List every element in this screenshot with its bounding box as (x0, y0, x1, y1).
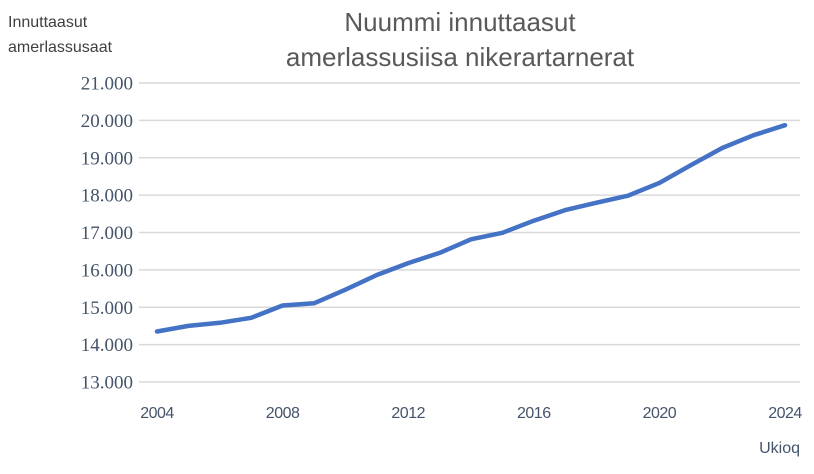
x-axis-title: Ukioq (759, 440, 800, 457)
x-tick-label: 2004 (140, 405, 174, 422)
population-line (154, 122, 788, 334)
y-tick-label: 16.000 (81, 260, 133, 281)
x-tick-label: 2024 (768, 405, 802, 422)
y-tick-label: 20.000 (81, 111, 133, 132)
x-tick-label: 2020 (643, 405, 677, 422)
y-tick-label: 19.000 (81, 148, 133, 169)
x-tick-label: 2016 (517, 405, 551, 422)
y-tick-label: 18.000 (81, 186, 133, 207)
y-axis-title: Innuttaasut amerlassusaat (8, 10, 112, 60)
chart-title: Nuummi innuttaasut amerlassusiisa nikerar… (106, 5, 814, 75)
x-tick-label: 2012 (391, 405, 425, 422)
y-axis-title-line2: amerlassusaat (8, 39, 113, 56)
y-tick-label: 13.000 (81, 373, 133, 394)
y-axis-title-line1: Innuttaasut (8, 14, 88, 31)
chart-title-line2: amerlassusiisa nikerartarnerat (285, 42, 635, 72)
y-tick-label: 15.000 (81, 298, 133, 319)
y-tick-label: 21.000 (81, 74, 133, 95)
y-tick-label: 17.000 (81, 223, 133, 244)
chart-title-line1: Nuummi innuttaasut (344, 7, 576, 37)
x-tick-label: 2008 (266, 405, 300, 422)
y-tick-label: 14.000 (81, 335, 133, 356)
